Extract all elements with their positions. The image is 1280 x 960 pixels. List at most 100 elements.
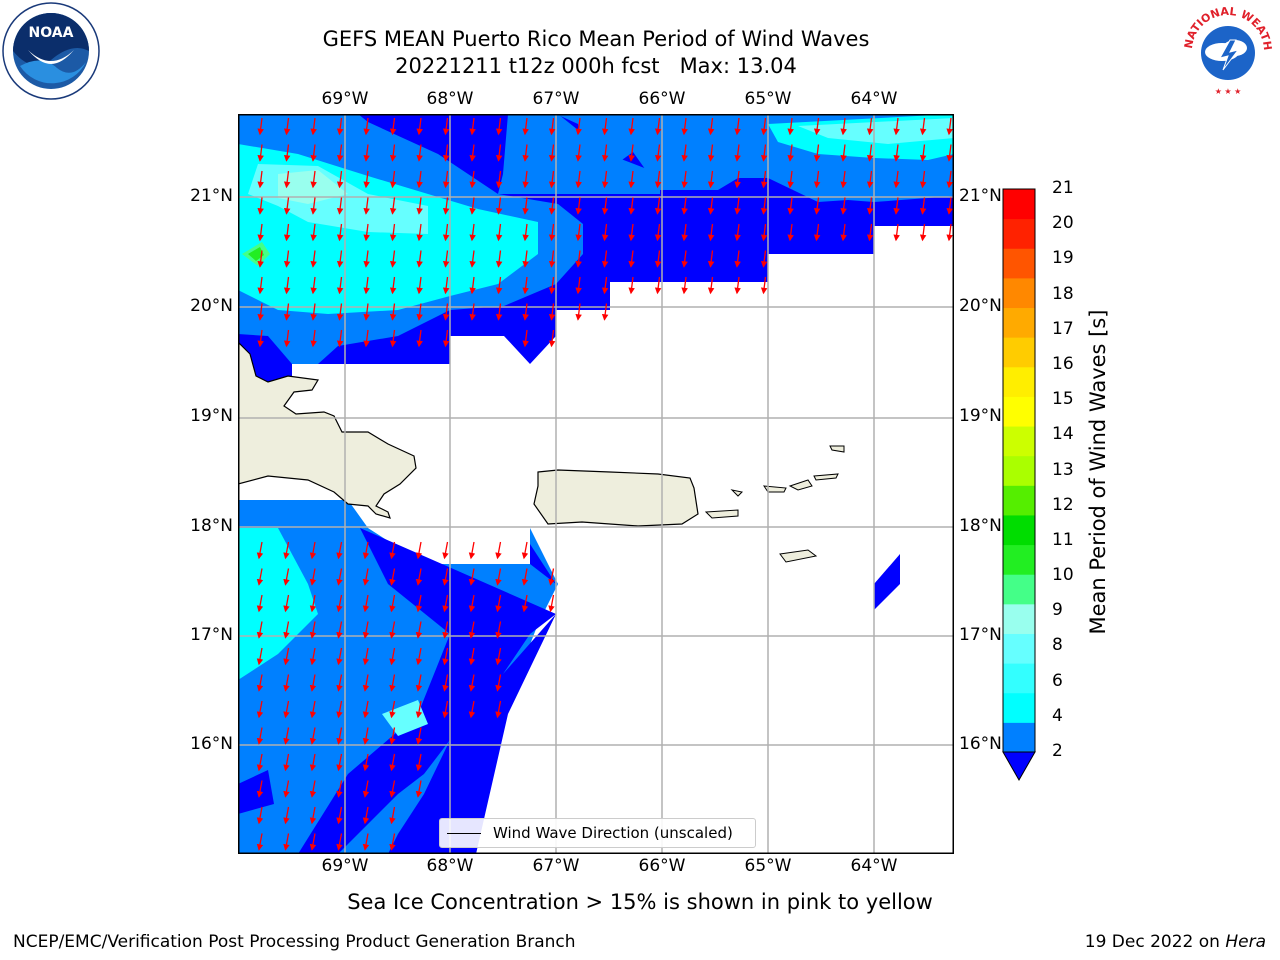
colorbar-tick-label: 21: [1052, 178, 1074, 198]
wind-wave-arrow: [389, 780, 396, 798]
wave-period-map: [238, 114, 954, 854]
wind-wave-arrow: [283, 144, 291, 162]
map-subtitle: 20221211 t12z 000h fcst Max: 13.04: [395, 54, 797, 78]
wind-wave-arrow: [389, 117, 397, 136]
wind-wave-arrow: [468, 647, 476, 666]
wind-wave-arrow: [787, 117, 794, 136]
lon-tick-bottom: 67°W: [532, 856, 580, 876]
colorbar-tick-label: 8: [1052, 635, 1063, 656]
lon-tick-top: 66°W: [638, 89, 686, 109]
wind-wave-arrow: [760, 144, 768, 162]
island-st-john: [788, 479, 813, 491]
wind-wave-arrow: [840, 223, 847, 242]
colorbar-tick-label: 10: [1052, 565, 1074, 586]
wind-wave-arrow: [416, 329, 423, 348]
sea-ice-note: Sea Ice Concentration > 15% is shown in …: [347, 890, 933, 914]
wind-wave-arrow: [309, 780, 317, 798]
wind-wave-arrow: [283, 117, 291, 136]
wind-wave-arrow: [283, 303, 291, 321]
wind-wave-arrow: [469, 276, 476, 295]
wind-wave-arrow: [415, 700, 423, 719]
colorbar-tick-label: 6: [1052, 670, 1063, 691]
lat-tick-left: 20°N: [190, 296, 233, 316]
colorbar-segment: [1003, 189, 1035, 220]
wind-wave-arrow: [469, 144, 476, 162]
green-spot-core: [248, 247, 264, 261]
wind-wave-arrow: [548, 594, 555, 613]
wind-wave-arrow: [283, 250, 291, 268]
wind-wave-arrow: [707, 117, 715, 136]
wind-wave-arrow: [521, 541, 529, 560]
wind-wave-arrow: [522, 223, 529, 242]
wind-wave-arrow: [866, 223, 874, 242]
lon-tick-top: 64°W: [850, 89, 898, 109]
wind-wave-arrow: [866, 170, 874, 189]
wind-wave-arrow: [707, 170, 715, 189]
wind-wave-arrow: [469, 170, 476, 189]
wind-wave-arrow: [310, 329, 317, 348]
wind-wave-arrow: [893, 197, 900, 215]
arrow-legend: Wind Wave Direction (unscaled): [439, 818, 756, 848]
wind-wave-arrow: [707, 276, 715, 295]
wind-wave-arrow: [416, 276, 423, 295]
puerto-rico-land: [533, 469, 699, 527]
wind-wave-arrow: [919, 117, 927, 136]
wind-wave-arrow: [416, 303, 423, 321]
wind-wave-arrow: [601, 250, 609, 268]
wind-wave-arrow: [760, 250, 768, 268]
colorbar-segment: [1003, 544, 1035, 575]
colorbar-segment: [1003, 337, 1035, 368]
wind-wave-arrow: [866, 197, 874, 215]
wind-wave-arrow: [548, 329, 556, 348]
wind-wave-arrow: [415, 621, 423, 639]
wind-wave-arrow: [495, 621, 502, 639]
lat-tick-left: 19°N: [190, 406, 233, 426]
wind-wave-arrow: [416, 197, 423, 215]
colorbar-tick-label: 17: [1052, 318, 1074, 339]
island-anegada: [829, 445, 845, 453]
wind-wave-arrow: [522, 303, 529, 321]
wind-wave-arrow: [389, 568, 396, 586]
wind-wave-arrow: [283, 594, 290, 613]
wind-wave-arrow: [681, 170, 688, 189]
wind-wave-arrow: [681, 144, 688, 162]
lat-tick-right: 18°N: [959, 516, 1002, 536]
wind-wave-arrow: [362, 780, 370, 798]
wind-wave-arrow: [309, 674, 317, 692]
wind-wave-arrow: [469, 250, 476, 268]
wind-wave-arrow: [946, 144, 953, 162]
lat-tick-left: 21°N: [190, 186, 233, 206]
wind-wave-arrow: [416, 117, 423, 136]
wind-wave-arrow: [946, 223, 953, 242]
wind-wave-arrow: [363, 329, 370, 348]
wind-wave-arrow: [601, 170, 609, 189]
wind-wave-arrow: [362, 727, 370, 745]
wind-wave-arrow: [336, 250, 344, 268]
wind-wave-arrow: [866, 144, 874, 162]
wind-wave-arrow: [336, 170, 344, 189]
wind-wave-arrow: [256, 806, 264, 825]
wind-wave-arrow: [336, 833, 343, 851]
wind-wave-arrow: [256, 594, 264, 613]
wind-wave-arrow: [548, 276, 556, 295]
colorbar-tick-label: 13: [1052, 459, 1074, 480]
footer-date: 19 Dec 2022 on Hera: [1085, 932, 1266, 952]
lon-tick-top: 68°W: [426, 89, 474, 109]
wind-wave-arrow: [336, 303, 344, 321]
colorbar-segment: [1003, 277, 1035, 309]
wind-wave-arrow: [363, 144, 370, 162]
wind-wave-arrow: [919, 223, 927, 242]
wind-wave-arrow: [363, 223, 370, 242]
wind-wave-arrow: [468, 594, 476, 613]
wind-wave-arrow: [336, 727, 343, 745]
wind-wave-arrow: [310, 223, 317, 242]
wind-wave-arrow: [309, 647, 317, 666]
wind-wave-arrow: [283, 647, 290, 666]
wind-wave-arrow: [310, 144, 317, 162]
wind-wave-arrow: [628, 197, 635, 215]
wind-wave-arrow: [336, 806, 343, 825]
wind-wave-arrow: [336, 700, 343, 719]
wind-wave-arrow: [495, 117, 503, 136]
colorbar-segment: [1003, 218, 1035, 249]
wind-wave-arrow: [575, 197, 582, 215]
